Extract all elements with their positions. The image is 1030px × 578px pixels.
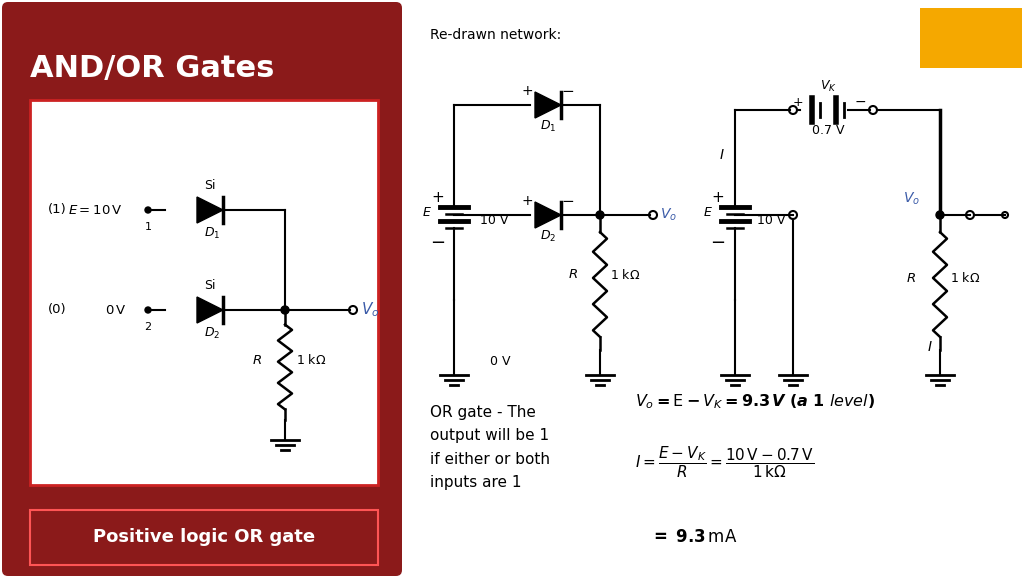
Text: −: −: [854, 95, 866, 109]
Text: 10 V: 10 V: [480, 213, 509, 227]
FancyBboxPatch shape: [30, 100, 378, 485]
Text: R: R: [569, 269, 578, 281]
Text: $\boldsymbol{V_o = \mathrm{E} - V_K = 9.3\,V}$$\boldsymbol{\ (a\ 1\ \mathit{leve: $\boldsymbol{V_o = \mathrm{E} - V_K = 9.…: [636, 392, 876, 411]
Text: 0 V: 0 V: [489, 355, 510, 368]
Circle shape: [145, 307, 151, 313]
Circle shape: [145, 207, 151, 213]
Text: $D_1$: $D_1$: [540, 119, 556, 134]
Text: $D_2$: $D_2$: [204, 326, 220, 341]
Text: +: +: [521, 84, 533, 98]
Text: (0): (0): [48, 303, 67, 317]
Text: 1 k$\Omega$: 1 k$\Omega$: [296, 353, 327, 367]
Text: $D_1$: $D_1$: [204, 226, 220, 241]
Circle shape: [596, 211, 604, 219]
Text: 10 V: 10 V: [757, 213, 785, 227]
Text: +: +: [712, 190, 724, 205]
Text: AND/OR Gates: AND/OR Gates: [30, 54, 274, 83]
Text: Positive logic OR gate: Positive logic OR gate: [93, 528, 315, 546]
Polygon shape: [535, 202, 561, 228]
Text: −: −: [561, 194, 575, 209]
Text: R: R: [252, 354, 262, 366]
Text: I: I: [720, 148, 724, 162]
Text: 1 k$\Omega$: 1 k$\Omega$: [610, 268, 641, 282]
Text: 1: 1: [144, 222, 151, 232]
FancyBboxPatch shape: [2, 2, 402, 576]
Text: +: +: [432, 190, 444, 205]
Circle shape: [281, 306, 289, 314]
Text: $E$: $E$: [422, 206, 432, 218]
Text: +: +: [793, 95, 803, 109]
Text: $E$: $E$: [703, 206, 713, 218]
Text: 2: 2: [144, 322, 151, 332]
Text: $D_2$: $D_2$: [540, 229, 556, 244]
Text: −: −: [431, 234, 446, 252]
Text: I: I: [928, 340, 932, 354]
Text: $E = 10\,\mathrm{V}$: $E = 10\,\mathrm{V}$: [68, 203, 123, 217]
Text: Si: Si: [204, 279, 215, 292]
Bar: [920, 8, 1022, 68]
Text: OR gate - The
output will be 1
if either or both
inputs are 1: OR gate - The output will be 1 if either…: [430, 405, 550, 490]
Polygon shape: [535, 92, 561, 118]
Text: $I = \dfrac{E - V_K}{R} = \dfrac{10\,\mathrm{V} - 0.7\,\mathrm{V}}{1\,\mathrm{k\: $I = \dfrac{E - V_K}{R} = \dfrac{10\,\ma…: [636, 445, 814, 480]
Text: $V_o$: $V_o$: [660, 207, 677, 223]
Text: 1 k$\Omega$: 1 k$\Omega$: [950, 271, 981, 285]
Polygon shape: [197, 297, 224, 323]
Text: $0\,\mathrm{V}$: $0\,\mathrm{V}$: [105, 303, 127, 317]
Text: −: −: [561, 83, 575, 98]
Text: −: −: [711, 234, 725, 252]
FancyBboxPatch shape: [30, 510, 378, 565]
Text: (1): (1): [48, 203, 67, 217]
Circle shape: [936, 211, 945, 219]
Text: +: +: [521, 194, 533, 208]
Text: Re-drawn network:: Re-drawn network:: [430, 28, 561, 42]
Text: $\boldsymbol{= \ 9.3\,\mathrm{mA}}$: $\boldsymbol{= \ 9.3\,\mathrm{mA}}$: [650, 528, 737, 546]
Text: R: R: [906, 272, 916, 284]
Text: 0.7 V: 0.7 V: [812, 124, 845, 137]
Polygon shape: [197, 197, 224, 223]
Text: $V_o$: $V_o$: [903, 191, 921, 207]
Text: Si: Si: [204, 179, 215, 192]
Text: $V_K$: $V_K$: [820, 79, 836, 94]
Text: $V_o$: $V_o$: [360, 301, 379, 320]
